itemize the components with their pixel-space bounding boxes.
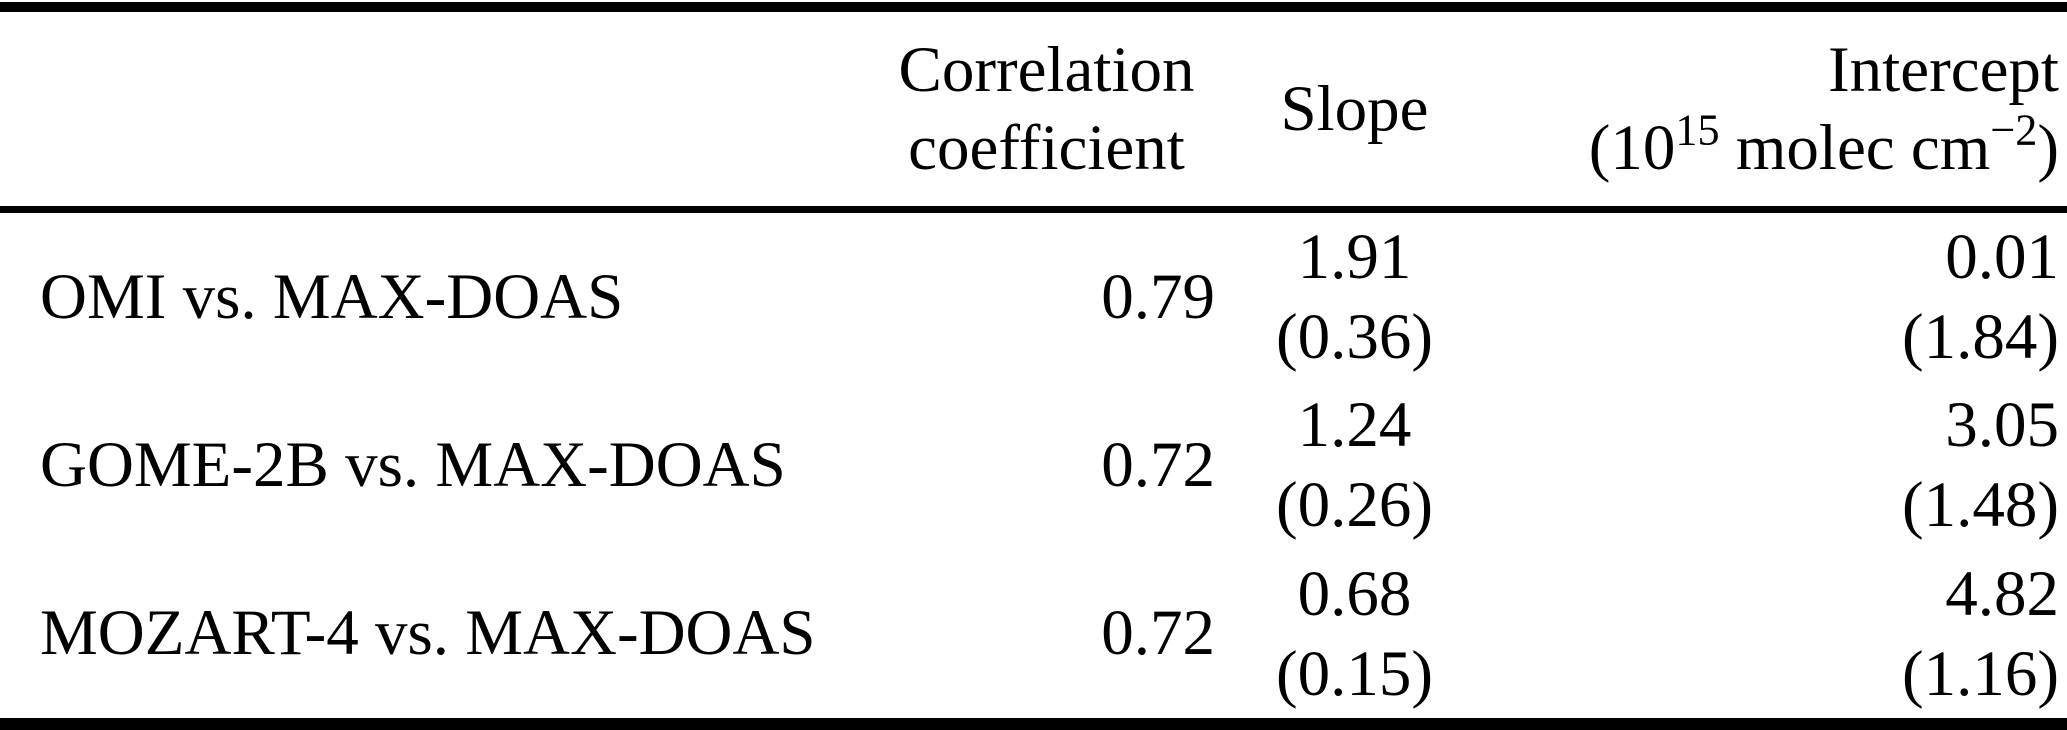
table-row-omi: OMI vs. MAX-DOAS 0.79 1.91 (0.36) 0.01 (… <box>0 213 2067 381</box>
intercept-unit-prefix: (10 <box>1588 112 1676 184</box>
correlation-header-line2: coefficient <box>908 112 1185 184</box>
intercept-cell: 3.05 (1.48) <box>1494 381 2059 549</box>
row-label: OMI vs. MAX-DOAS <box>40 260 624 333</box>
header-cell-correlation: Correlation coefficient <box>878 12 1215 206</box>
slope-uncertainty: (0.36) <box>1275 301 1434 374</box>
intercept-value: 3.05 <box>1945 389 2059 462</box>
intercept-cell: 0.01 (1.84) <box>1494 213 2059 381</box>
intercept-value: 4.82 <box>1945 557 2059 630</box>
row-label: GOME-2B vs. MAX-DOAS <box>40 428 786 501</box>
slope-value: 0.68 <box>1297 557 1412 630</box>
header-cell-intercept: Intercept (1015 molec cm−2) <box>1494 12 2059 206</box>
correlation-value: 0.72 <box>1101 597 1215 670</box>
correlation-header-line1: Correlation <box>898 34 1195 106</box>
intercept-cell: 4.82 (1.16) <box>1494 550 2059 718</box>
table-row-gome2b: GOME-2B vs. MAX-DOAS 0.72 1.24 (0.26) 3.… <box>0 381 2067 549</box>
intercept-uncertainty: (1.84) <box>1901 301 2059 374</box>
intercept-value: 0.01 <box>1945 221 2059 294</box>
intercept-unit-mid: molec cm <box>1719 112 1991 184</box>
slope-uncertainty: (0.26) <box>1275 469 1434 542</box>
slope-header-label: Slope <box>1280 73 1429 145</box>
intercept-unit-exponent2: −2 <box>1990 105 2038 155</box>
slope-cell: 0.68 (0.15) <box>1215 550 1494 718</box>
table-mid-rule <box>0 206 2067 213</box>
table-bottom-rule <box>0 718 2067 730</box>
correlation-value: 0.72 <box>1101 428 1215 501</box>
intercept-unit-suffix: ) <box>2037 112 2059 184</box>
slope-cell: 1.24 (0.26) <box>1215 381 1494 549</box>
slope-uncertainty: (0.15) <box>1275 637 1434 710</box>
header-cell-empty <box>0 12 878 206</box>
header-cell-slope: Slope <box>1215 12 1494 206</box>
intercept-uncertainty: (1.48) <box>1901 469 2059 542</box>
row-label: MOZART-4 vs. MAX-DOAS <box>40 597 816 670</box>
intercept-uncertainty: (1.16) <box>1901 637 2059 710</box>
slope-cell: 1.91 (0.36) <box>1215 213 1494 381</box>
slope-value: 1.91 <box>1297 221 1412 294</box>
correlation-value: 0.79 <box>1101 260 1215 333</box>
intercept-unit-exponent: 15 <box>1675 105 1720 155</box>
intercept-header-label: Intercept <box>1828 34 2059 106</box>
intercept-unit-line: (1015 molec cm−2) <box>1494 105 2059 187</box>
table-top-rule <box>0 2 2067 12</box>
table-row-mozart4: MOZART-4 vs. MAX-DOAS 0.72 0.68 (0.15) 4… <box>0 550 2067 718</box>
table-body: OMI vs. MAX-DOAS 0.79 1.91 (0.36) 0.01 (… <box>0 213 2067 718</box>
table-header-row: Correlation coefficient Slope Intercept … <box>0 12 2067 206</box>
slope-value: 1.24 <box>1297 389 1412 462</box>
